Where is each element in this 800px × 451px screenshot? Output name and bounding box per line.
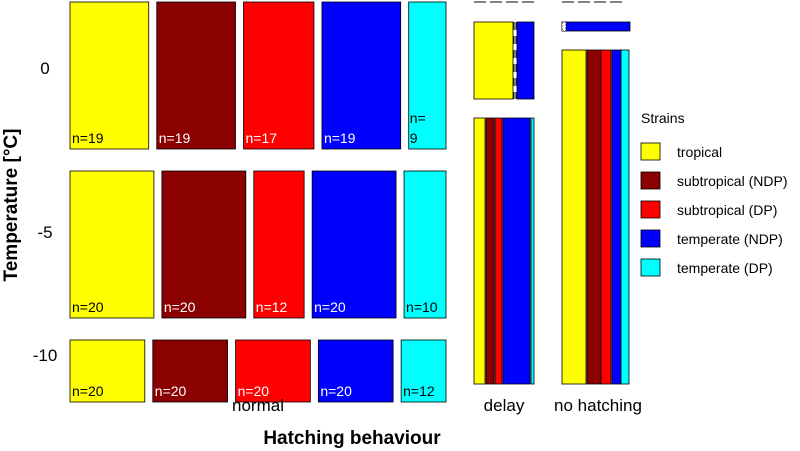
tile-normal-0-strain-4 bbox=[408, 1, 447, 150]
tile-nohatch-bottom-strain-2 bbox=[600, 49, 612, 385]
tile-delay-bottom-strain-0 bbox=[473, 117, 486, 385]
tile-normal-0-strain-2 bbox=[243, 1, 315, 150]
tile-normal-minus5-strain-3 bbox=[311, 170, 397, 319]
tile-label-normal-minus5-strain-3: n=20 bbox=[314, 299, 346, 315]
tile-label-normal-0-strain-3: n=19 bbox=[324, 130, 356, 146]
tile-nohatch-bottom-strain-0 bbox=[561, 49, 587, 385]
tile-label-normal-minus10-strain-0: n=20 bbox=[72, 383, 104, 399]
legend-swatch-3 bbox=[640, 229, 661, 248]
tile-label-normal-minus5-strain-0: n=20 bbox=[72, 299, 104, 315]
legend-items: tropical subtropical (NDP) subtropical (DP… bbox=[640, 142, 787, 277]
tile-nohatch-bottom-strain-3 bbox=[611, 49, 622, 385]
legend-swatch-2 bbox=[640, 200, 661, 219]
tile-label-normal-0-strain-2: n=17 bbox=[245, 130, 277, 146]
tile-normal-minus10-strain-2 bbox=[235, 339, 311, 403]
tile-nohatch-bottom-strain-1 bbox=[586, 49, 602, 385]
tile-delay-0-strain-0 bbox=[473, 21, 514, 100]
x-axis-title: Hatching behaviour bbox=[263, 428, 441, 449]
x-tick-label-no-hatching: no hatching bbox=[554, 396, 642, 415]
legend: Strains tropical subtropical (NDP) subtrop… bbox=[640, 110, 787, 277]
y-tick-label-minus10: -10 bbox=[33, 346, 58, 365]
tile-label-normal-minus10-strain-1: n=20 bbox=[155, 383, 187, 399]
tile-label-normal-minus10-strain-4: n=12 bbox=[403, 383, 435, 399]
y-tick-label-0: 0 bbox=[40, 59, 49, 78]
y-tick-label-minus5: -5 bbox=[37, 223, 52, 242]
tile-label-normal-0-strain-1: n=19 bbox=[159, 130, 191, 146]
tile-delay-bottom-strain-1 bbox=[485, 117, 495, 385]
tile-label-normal-minus5-strain-2: n=12 bbox=[256, 299, 288, 315]
tile-normal-minus10-strain-4 bbox=[400, 339, 447, 403]
tile-normal-minus5-strain-1 bbox=[161, 170, 247, 319]
mosaic-tiles: n=19 n=19 n=17 n=19 n= 9 n=20 n=20 n=12 n=20 n=10 n… bbox=[69, 1, 631, 403]
tile-label-normal-minus5-strain-4: n=10 bbox=[406, 299, 438, 315]
tile-normal-minus5-strain-2 bbox=[253, 170, 305, 319]
y-axis-title: Temperature [°C] bbox=[1, 129, 22, 282]
tile-label-normal-0-strain-4-b: 9 bbox=[410, 130, 418, 146]
tile-normal-minus10-strain-1 bbox=[152, 339, 228, 403]
legend-label-1: subtropical (NDP) bbox=[677, 173, 787, 189]
tile-delay-bottom-strain-3 bbox=[502, 117, 531, 385]
legend-label-4: temperate (DP) bbox=[677, 260, 773, 276]
tile-label-normal-minus10-strain-2: n=20 bbox=[238, 383, 270, 399]
tile-normal-minus10-strain-0 bbox=[69, 339, 146, 403]
tile-nohatch-0-strain-3 bbox=[561, 21, 631, 32]
tile-label-normal-0-strain-0: n=19 bbox=[72, 130, 104, 146]
legend-label-0: tropical bbox=[677, 144, 722, 160]
tile-normal-0-strain-1 bbox=[156, 1, 236, 150]
tile-label-normal-0-strain-4-a: n= bbox=[410, 110, 426, 126]
legend-swatch-4 bbox=[640, 258, 661, 277]
x-tick-label-normal: normal bbox=[232, 396, 284, 415]
tile-nohatch-0-strain-0 bbox=[561, 21, 567, 32]
legend-swatch-1 bbox=[640, 171, 661, 190]
legend-swatch-0 bbox=[640, 142, 661, 161]
tile-delay-bottom-strain-4 bbox=[530, 117, 535, 385]
tile-normal-minus5-strain-4 bbox=[403, 170, 447, 319]
tile-nohatch-bottom-strain-4 bbox=[620, 49, 630, 385]
tile-normal-minus5-strain-0 bbox=[69, 170, 155, 319]
tile-label-normal-minus10-strain-3: n=20 bbox=[320, 383, 352, 399]
legend-title: Strains bbox=[641, 110, 685, 126]
tile-label-normal-minus5-strain-1: n=20 bbox=[164, 299, 196, 315]
legend-label-2: subtropical (DP) bbox=[677, 202, 777, 218]
tile-normal-0-strain-3 bbox=[321, 1, 402, 150]
legend-label-3: temperate (NDP) bbox=[677, 231, 783, 247]
x-tick-label-delay: delay bbox=[484, 396, 525, 415]
tile-delay-0-strain-3 bbox=[516, 21, 535, 100]
tile-normal-0-strain-0 bbox=[69, 1, 150, 150]
tile-delay-bottom-strain-2 bbox=[494, 117, 503, 385]
tile-normal-minus10-strain-3 bbox=[317, 339, 394, 403]
